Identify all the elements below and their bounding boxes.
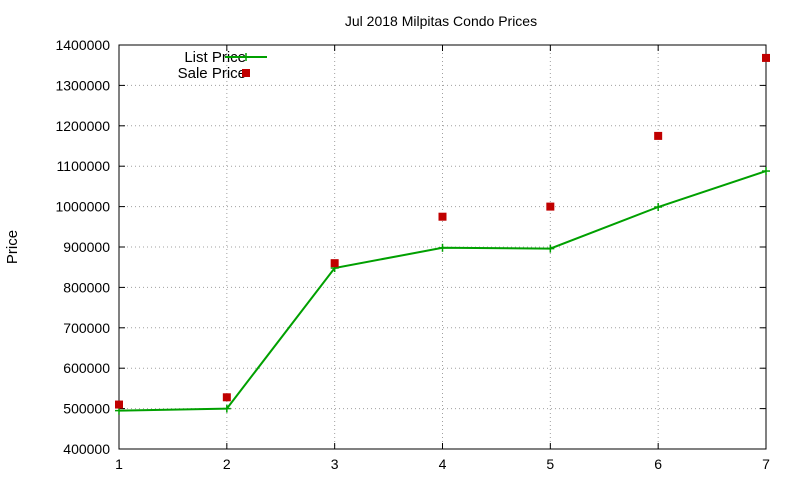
data-point-marker <box>330 259 339 268</box>
y-tick-label: 400000 <box>63 441 110 457</box>
grid-lines <box>119 45 766 449</box>
x-tick-label: 7 <box>762 456 770 472</box>
series-sale-price <box>115 53 770 409</box>
series-layer <box>115 53 770 415</box>
y-tick-label: 1000000 <box>55 199 110 215</box>
y-tick-label: 1300000 <box>55 77 110 93</box>
y-tick-label: 600000 <box>63 360 110 376</box>
x-tick-label: 6 <box>654 456 662 472</box>
data-point-marker <box>222 393 231 402</box>
data-point-marker <box>654 131 663 140</box>
x-tick-label: 3 <box>331 456 339 472</box>
data-point-marker <box>762 53 770 62</box>
x-tick-label: 1 <box>115 456 123 472</box>
x-tick-label: 5 <box>546 456 554 472</box>
y-tick-label: 500000 <box>63 401 110 417</box>
x-tick-label: 2 <box>223 456 231 472</box>
y-tick-label: 1100000 <box>57 158 111 174</box>
data-point-marker <box>438 212 447 221</box>
data-point-marker <box>546 202 555 211</box>
series-line <box>118 170 767 412</box>
y-axis-label: Price <box>4 230 21 264</box>
legend-swatch <box>242 69 250 77</box>
y-tick-label: 1400000 <box>55 37 110 53</box>
y-tick-label: 800000 <box>63 279 110 295</box>
data-point-marker <box>115 400 123 409</box>
legend-label: Sale Price <box>178 65 246 82</box>
y-tick-label: 900000 <box>63 239 110 255</box>
chart-title: Jul 2018 Milpitas Condo Prices <box>345 13 537 29</box>
y-tick-label: 1200000 <box>55 118 110 134</box>
y-tick-label: 700000 <box>63 320 110 336</box>
legend-label: List Price <box>184 49 246 66</box>
axis-ticks: 1 2 3 4 5 6 7 400000 500000 600000 700000 800000 900… <box>55 37 770 472</box>
x-tick-label: 4 <box>439 456 447 472</box>
